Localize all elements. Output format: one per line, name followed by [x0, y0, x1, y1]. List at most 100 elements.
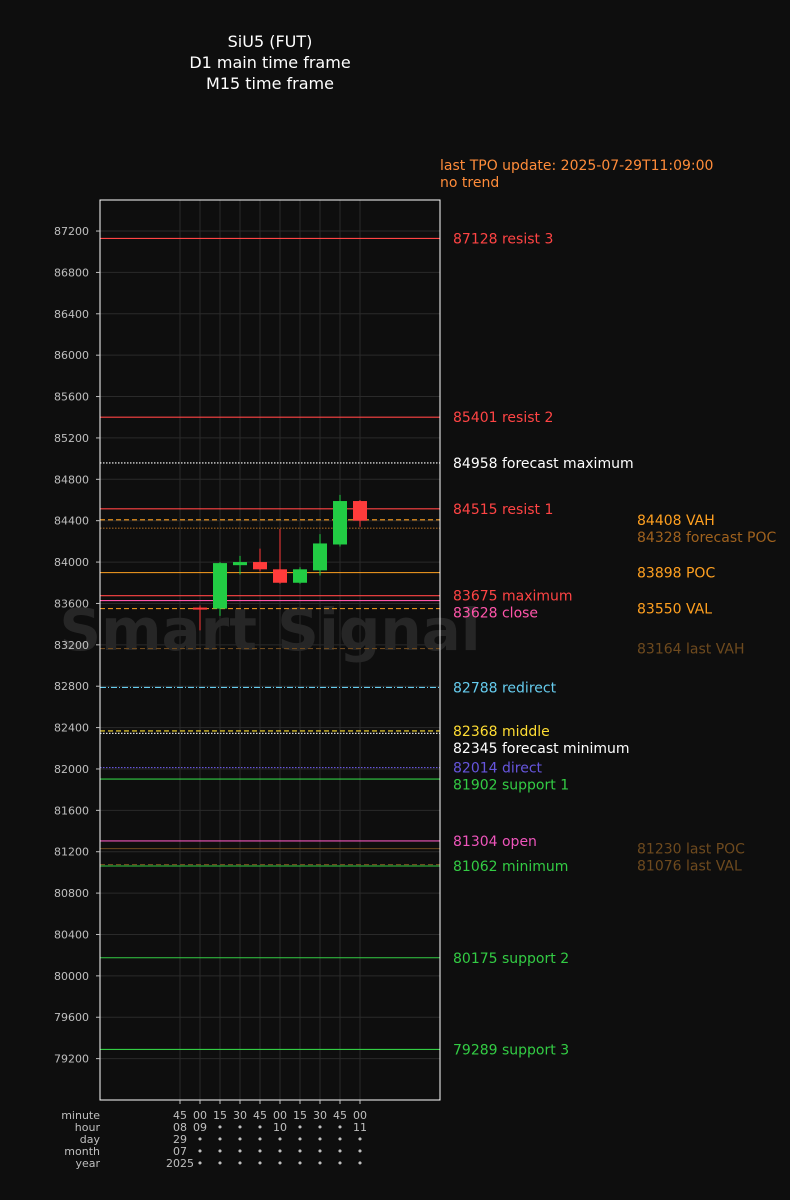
y-tick-label: 79200 [54, 1053, 89, 1066]
x-tick-minute: 45 [333, 1109, 347, 1122]
level-label: 84958 forecast maximum [453, 456, 634, 472]
y-tick-label: 83600 [54, 597, 89, 610]
y-tick-label: 87200 [54, 225, 89, 238]
x-tick-minute: 15 [293, 1109, 307, 1122]
y-tick-label: 86000 [54, 349, 89, 362]
level-label: 82788 redirect [453, 680, 557, 696]
x-tick-minute: 15 [213, 1109, 227, 1122]
x-tick-hour: • [317, 1121, 324, 1134]
x-tick-month: • [217, 1145, 224, 1158]
grid [100, 200, 440, 1100]
level-label: 84328 forecast POC [637, 530, 777, 546]
x-tick-year: • [197, 1157, 204, 1170]
x-tick-hour: 11 [353, 1121, 367, 1134]
level-label: 82014 direct [453, 761, 543, 777]
x-tick-month: • [197, 1145, 204, 1158]
watermark: Smart Signal [59, 596, 480, 664]
x-row-label-minute: minute [61, 1109, 100, 1122]
candle-body [233, 562, 247, 566]
x-tick-year: • [257, 1157, 264, 1170]
level-label: 81304 open [453, 834, 537, 850]
chart-subtitle-m15-timeframe: M15 time frame [206, 74, 334, 93]
level-label: 83164 last VAH [637, 642, 744, 658]
level-label: 82368 middle [453, 724, 550, 740]
x-row-label-month: month [64, 1145, 100, 1158]
level-label: 84515 resist 1 [453, 502, 553, 518]
x-tick-day: • [237, 1133, 244, 1146]
y-tick-label: 79600 [54, 1011, 89, 1024]
x-tick-minute: 00 [273, 1109, 287, 1122]
x-tick-day: • [297, 1133, 304, 1146]
level-label: 83628 close [453, 606, 538, 622]
x-tick-month: • [357, 1145, 364, 1158]
y-tick-label: 80400 [54, 928, 89, 941]
level-label: 82345 forecast minimum [453, 741, 630, 757]
x-tick-hour: • [217, 1121, 224, 1134]
x-axis: minutehourdaymonthyear4508290720250009••… [61, 1100, 367, 1170]
level-label: 84408 VAH [637, 513, 715, 529]
chart-title: SiU5 (FUT) [228, 32, 313, 51]
x-tick-day: • [317, 1133, 324, 1146]
level-labels: 87128 resist 3 85401 resist 2 84958 foreca… [453, 231, 777, 1058]
level-label: 81902 support 1 [453, 778, 569, 794]
level-label: 80175 support 2 [453, 951, 569, 967]
x-tick-year: • [337, 1157, 344, 1170]
y-tick-label: 81600 [54, 804, 89, 817]
x-tick-day: • [357, 1133, 364, 1146]
level-label: 83675 maximum [453, 589, 573, 605]
y-tick-label: 86800 [54, 266, 89, 279]
y-tick-label: 80800 [54, 887, 89, 900]
y-tick-label: 82400 [54, 722, 89, 735]
x-tick-month: • [297, 1145, 304, 1158]
x-tick-day: 29 [173, 1133, 187, 1146]
x-tick-minute: 00 [353, 1109, 367, 1122]
candle-body [253, 562, 267, 570]
y-tick-label: 81200 [54, 846, 89, 859]
x-tick-day: • [337, 1133, 344, 1146]
y-tick-label: 83200 [54, 639, 89, 652]
x-tick-year: • [357, 1157, 364, 1170]
x-tick-day: • [257, 1133, 264, 1146]
x-tick-hour: • [237, 1121, 244, 1134]
x-tick-hour: 09 [193, 1121, 207, 1134]
x-tick-minute: 45 [173, 1109, 187, 1122]
x-tick-minute: 45 [253, 1109, 267, 1122]
x-tick-day: • [277, 1133, 284, 1146]
x-tick-month: 07 [173, 1145, 187, 1158]
x-tick-month: • [317, 1145, 324, 1158]
y-tick-label: 85200 [54, 432, 89, 445]
plot-frame [99, 199, 441, 1101]
x-tick-hour: 10 [273, 1121, 287, 1134]
level-label: 81230 last POC [637, 842, 745, 858]
x-tick-year: • [237, 1157, 244, 1170]
x-tick-hour: • [337, 1121, 344, 1134]
x-tick-month: • [337, 1145, 344, 1158]
level-label: 87128 resist 3 [453, 231, 553, 247]
y-tick-label: 82800 [54, 680, 89, 693]
x-tick-year: 2025 [166, 1157, 194, 1170]
x-tick-day: • [217, 1133, 224, 1146]
x-tick-month: • [237, 1145, 244, 1158]
y-tick-label: 84800 [54, 473, 89, 486]
x-row-label-day: day [80, 1133, 101, 1146]
x-tick-year: • [317, 1157, 324, 1170]
y-tick-label: 85600 [54, 391, 89, 404]
x-tick-minute: 00 [193, 1109, 207, 1122]
x-tick-minute: 30 [233, 1109, 247, 1122]
candle-body [273, 569, 287, 583]
y-tick-label: 82000 [54, 763, 89, 776]
y-tick-label: 84400 [54, 515, 89, 528]
x-tick-month: • [277, 1145, 284, 1158]
level-label: 83550 VAL [637, 602, 712, 618]
x-tick-year: • [297, 1157, 304, 1170]
candle-body [193, 607, 207, 610]
x-tick-hour: • [297, 1121, 304, 1134]
level-lines [100, 237, 440, 1050]
x-tick-day: • [197, 1133, 204, 1146]
y-axis: 79200 79600 80000 80400 80800 81200 81600 82000… [54, 225, 100, 1066]
trend-label: no trend [440, 175, 499, 191]
level-label: 79289 support 3 [453, 1042, 569, 1058]
x-tick-month: • [257, 1145, 264, 1158]
x-row-label-hour: hour [75, 1121, 101, 1134]
